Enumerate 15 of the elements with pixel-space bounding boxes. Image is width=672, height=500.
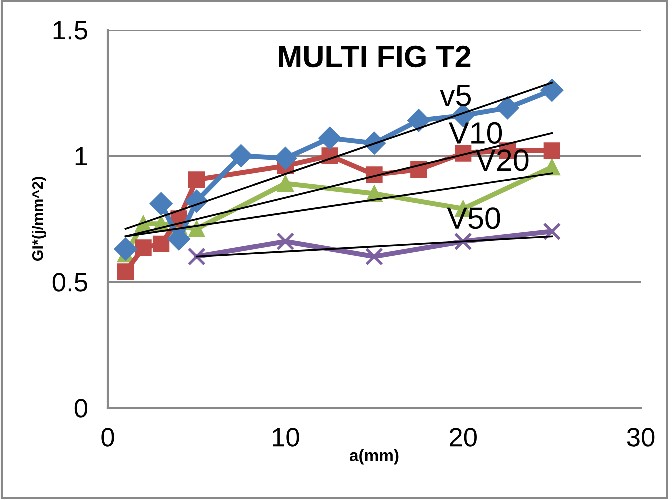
- chart-title: MULTI FIG T2: [279, 46, 471, 68]
- y-tick-label: 1: [76, 147, 88, 166]
- annotation: V50: [447, 208, 500, 230]
- y-axis-title: GI*(j/mm^2): [32, 177, 46, 262]
- annotation: V10: [449, 122, 502, 144]
- x-tick-label: 10: [273, 428, 300, 447]
- y-tick-label: 1.5: [54, 21, 88, 40]
- x-axis-title: a(mm): [350, 449, 399, 465]
- y-tick-label: 0: [74, 399, 88, 418]
- annotation: v5: [440, 85, 471, 106]
- annotation: V20: [476, 150, 529, 172]
- x-tick-label: 0: [102, 428, 114, 447]
- y-tick-label: 0.5: [52, 273, 88, 292]
- x-tick-label: 20: [450, 428, 477, 447]
- x-tick-label: 30: [627, 428, 655, 447]
